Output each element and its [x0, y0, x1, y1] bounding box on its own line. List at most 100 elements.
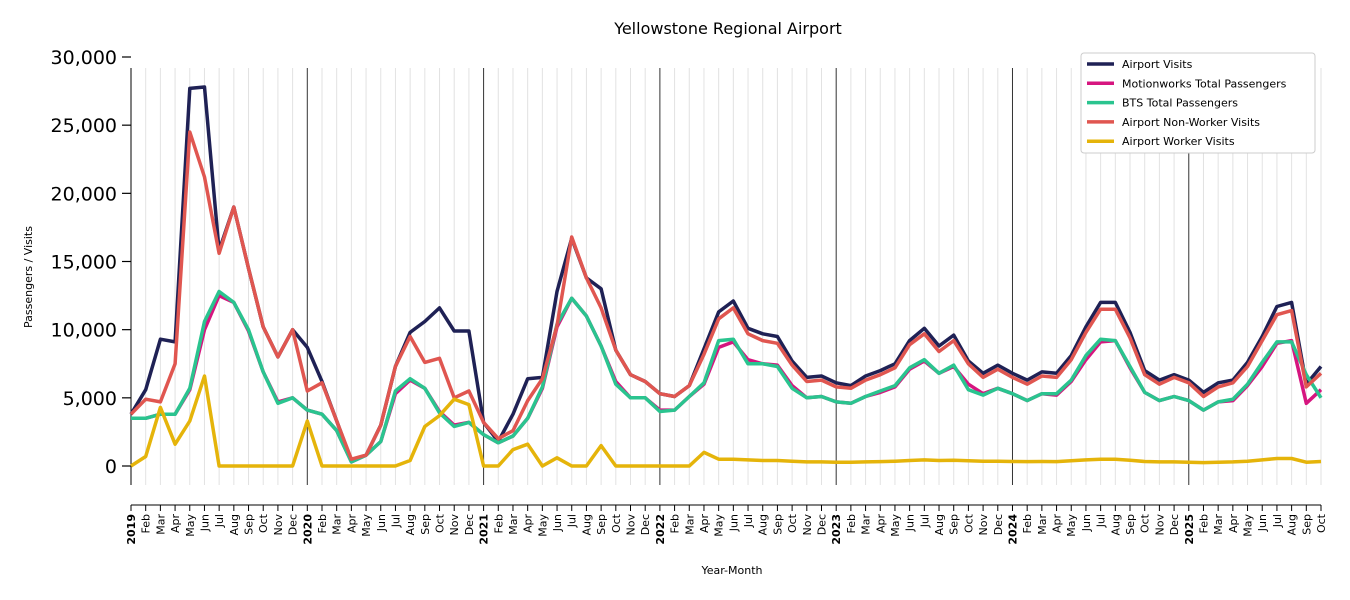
x-tick-label: Mar: [1212, 514, 1225, 535]
x-tick-label: Nov: [1153, 514, 1166, 536]
y-tick-label: 0: [105, 456, 117, 478]
x-tick-label: Mar: [331, 514, 344, 535]
x-tick-label: Feb: [140, 514, 153, 533]
x-tick-label: Mar: [683, 514, 696, 535]
x-tick-label: Apr: [345, 514, 358, 534]
x-tick-label: Dec: [287, 514, 300, 535]
x-tick-label: May: [713, 514, 726, 537]
series-line-motionworks-total-passengers: [131, 293, 1323, 464]
x-tick-label: Oct: [257, 513, 270, 533]
y-tick-label: 25,000: [51, 115, 117, 137]
x-tick-label: Aug: [933, 514, 946, 535]
x-tick-label: Apr: [1051, 514, 1064, 534]
legend-label: Airport Worker Visits: [1122, 135, 1235, 148]
x-tick-label: Oct: [962, 513, 975, 533]
chart-title: Yellowstone Regional Airport: [613, 19, 842, 38]
x-tick-label: 2021: [478, 514, 491, 545]
x-tick-label: Aug: [1109, 514, 1122, 535]
x-tick-label: Apr: [874, 514, 887, 534]
x-tick-label: Mar: [154, 514, 167, 535]
x-tick-label: Jun: [904, 514, 917, 532]
x-tick-label: 2019: [125, 514, 138, 545]
x-tick-label: Aug: [580, 514, 593, 535]
x-tick-label: May: [889, 514, 902, 537]
x-tick-label: 2022: [654, 514, 667, 545]
x-tick-label: Apr: [1227, 514, 1240, 534]
x-tick-label: May: [360, 514, 373, 537]
y-tick-label: 10,000: [51, 320, 117, 342]
x-tick-label: Oct: [1315, 513, 1328, 533]
x-tick-label: Nov: [625, 514, 638, 536]
x-tick-label: Sep: [419, 514, 432, 535]
x-tick-label: Jul: [918, 514, 931, 528]
y-tick-label: 30,000: [51, 47, 117, 69]
x-tick-label: Apr: [522, 514, 535, 534]
series-line-airport-non-worker-visits: [129, 130, 1323, 461]
x-tick-label: Jun: [198, 514, 211, 532]
x-tick-label: Jun: [727, 514, 740, 532]
series-line-bts-total-passengers: [131, 289, 1323, 464]
x-tick-label: Aug: [757, 514, 770, 535]
x-tick-label: 2020: [301, 514, 314, 545]
legend-label: Airport Non-Worker Visits: [1122, 116, 1260, 129]
x-tick-label: 2025: [1183, 514, 1196, 545]
x-tick-label: Jul: [213, 514, 226, 528]
x-tick-label: Aug: [404, 514, 417, 535]
x-tick-label: Dec: [639, 514, 652, 535]
y-axis-label: Passengers / Visits: [22, 226, 35, 328]
series-line-airport-worker-visits: [130, 374, 1322, 468]
x-tick-label: Feb: [1197, 514, 1210, 533]
legend-label: BTS Total Passengers: [1122, 97, 1238, 110]
x-tick-label: Jun: [1256, 514, 1269, 532]
x-tick-label: May: [536, 514, 549, 537]
x-tick-label: Feb: [1021, 514, 1034, 533]
x-tick-label: Sep: [595, 514, 608, 535]
x-tick-label: Sep: [243, 514, 256, 535]
x-tick-label: Jul: [1095, 514, 1108, 528]
x-tick-label: Feb: [492, 514, 505, 533]
x-tick-label: Sep: [1124, 514, 1137, 535]
legend: Airport Visits Motionworks Total Passenge…: [1080, 52, 1316, 154]
x-axis-label: Year-Month: [700, 564, 762, 577]
x-tick-label: Nov: [448, 514, 461, 536]
legend-label: Airport Visits: [1122, 58, 1193, 71]
x-tick-label: Oct: [786, 513, 799, 533]
x-tick-label: May: [1065, 514, 1078, 537]
x-tick-label: Sep: [948, 514, 961, 535]
x-tick-label: Jun: [1080, 514, 1093, 532]
x-tick-label: 2024: [1006, 514, 1019, 545]
x-tick-label: Apr: [169, 514, 182, 534]
x-tick-label: Dec: [1168, 514, 1181, 535]
x-tick-label: Oct: [434, 513, 447, 533]
x-tick-label: Dec: [992, 514, 1005, 535]
y-tick-label: 15,000: [51, 252, 117, 274]
x-tick-label: Aug: [228, 514, 241, 535]
x-tick-label: Jul: [566, 514, 579, 528]
x-tick-label: Feb: [316, 514, 329, 533]
x-tick-label: Mar: [507, 514, 520, 535]
x-tick-label: Sep: [1300, 514, 1313, 535]
x-tick-label: Jul: [389, 514, 402, 528]
x-tick-label: Oct: [610, 513, 623, 533]
x-tick-label: Oct: [1139, 513, 1152, 533]
x-tick-label: Jun: [375, 514, 388, 532]
x-tick-label: Sep: [771, 514, 784, 535]
y-tick-label: 5,000: [63, 388, 117, 410]
x-tick-label: Dec: [463, 514, 476, 535]
legend-label: Motionworks Total Passengers: [1122, 77, 1287, 90]
x-tick-label: Nov: [977, 514, 990, 536]
x-tick-label: Jun: [551, 514, 564, 532]
x-tick-label: Nov: [272, 514, 285, 536]
x-tick-label: Aug: [1286, 514, 1299, 535]
x-tick-label: Dec: [815, 514, 828, 535]
x-tick-label: Nov: [801, 514, 814, 536]
x-tick-label: Jul: [1271, 514, 1284, 528]
x-tick-label: Mar: [1036, 514, 1049, 535]
x-tick-label: May: [1242, 514, 1255, 537]
x-tick-label: 2023: [830, 514, 843, 545]
x-tick-label: Apr: [698, 514, 711, 534]
x-tick-label: Jul: [742, 514, 755, 528]
x-tick-label: Feb: [669, 514, 682, 533]
